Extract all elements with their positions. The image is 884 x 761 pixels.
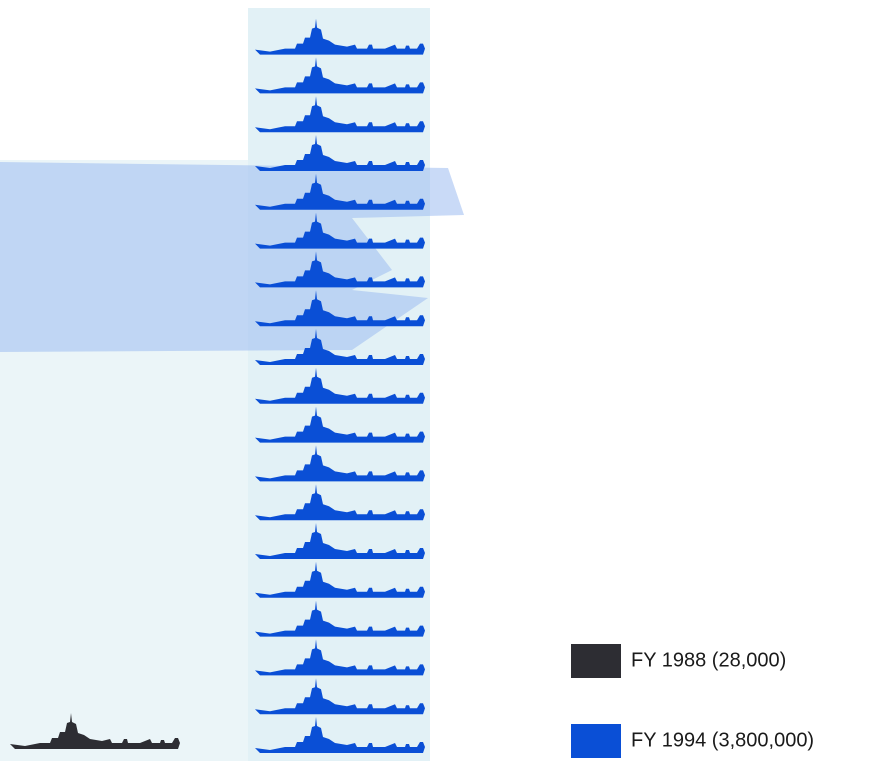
legend-swatch	[571, 644, 621, 678]
column-panel	[248, 8, 430, 761]
legend-label: FY 1988 (28,000)	[631, 649, 786, 671]
legend-swatch	[571, 724, 621, 758]
chart: FY 1988 (28,000) FY 1994 (3,800,000)	[0, 0, 884, 761]
legend: FY 1988 (28,000) FY 1994 (3,800,000)	[571, 644, 814, 758]
legend-label: FY 1994 (3,800,000)	[631, 729, 814, 751]
